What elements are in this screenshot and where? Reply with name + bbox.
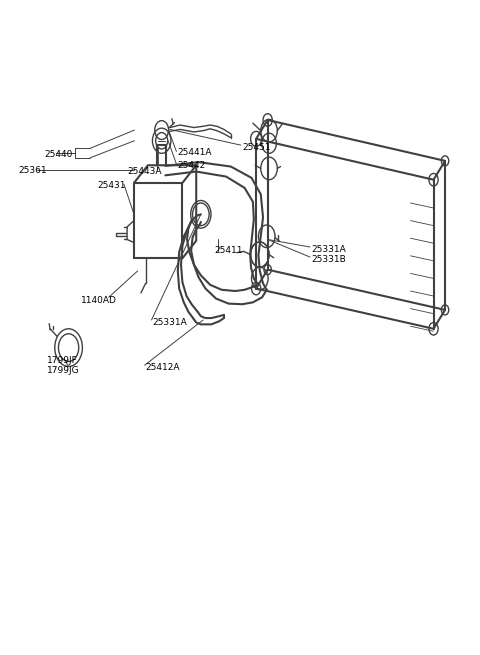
Text: 1799JG: 1799JG — [47, 365, 79, 375]
Text: 25442: 25442 — [178, 160, 206, 170]
Text: 25451: 25451 — [242, 143, 271, 151]
Text: 1799JF: 1799JF — [47, 356, 77, 365]
Text: 25443A: 25443A — [127, 167, 162, 176]
Text: 1140AD: 1140AD — [81, 296, 117, 305]
Text: 25331A: 25331A — [312, 245, 346, 254]
Text: 25412A: 25412A — [145, 363, 180, 371]
Text: 25331B: 25331B — [312, 255, 346, 264]
Text: 25441A: 25441A — [178, 148, 212, 157]
Text: 25431: 25431 — [97, 181, 126, 190]
Text: 25411: 25411 — [215, 246, 243, 255]
Text: 25440: 25440 — [44, 150, 72, 159]
Text: 25331A: 25331A — [153, 318, 187, 327]
Text: 25361: 25361 — [18, 166, 47, 175]
